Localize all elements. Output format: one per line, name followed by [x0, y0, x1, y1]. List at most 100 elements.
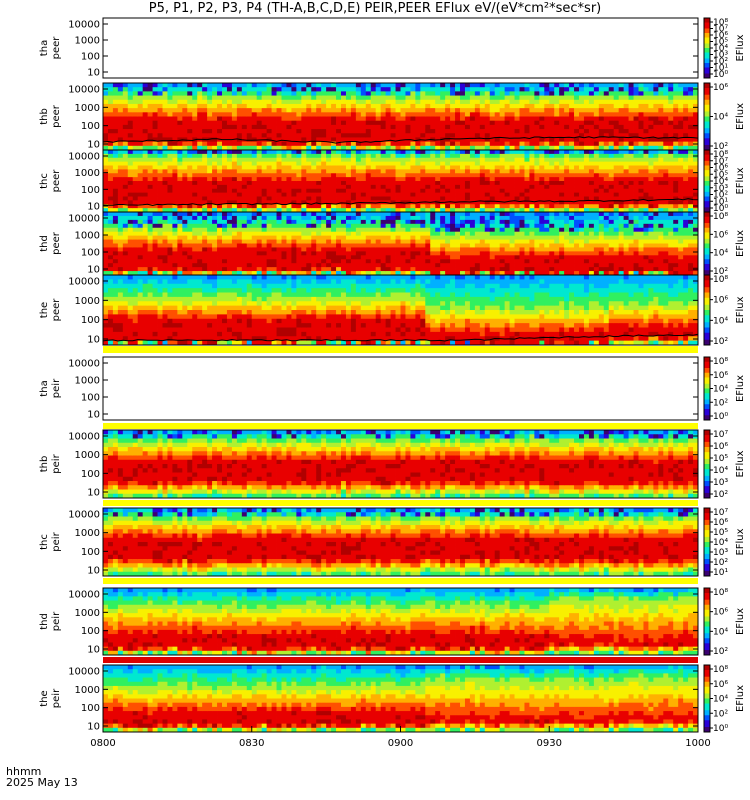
spectrogram-cell — [529, 137, 535, 143]
spectrogram-cell — [331, 112, 337, 117]
spectrogram-cell — [350, 231, 357, 237]
spectrogram-cell — [519, 108, 525, 113]
spectrogram-cell — [246, 263, 253, 268]
spectrogram-cell — [574, 173, 580, 178]
spectrogram-cell — [683, 150, 689, 155]
spectrogram-cell — [137, 259, 144, 264]
spectrogram-cell — [643, 196, 649, 201]
spectrogram-cell — [579, 208, 585, 213]
spectrogram-cell — [197, 200, 203, 205]
spectrogram-cell — [316, 196, 322, 201]
spectrogram-cell — [628, 165, 634, 170]
spectrogram-cell — [643, 120, 649, 126]
spectrogram-cell — [410, 196, 416, 201]
spectrogram-cell — [484, 165, 491, 170]
spectrogram-cell — [455, 120, 461, 126]
spectrogram-cell — [524, 184, 530, 190]
spectrogram-cell — [291, 255, 297, 260]
spectrogram-cell — [534, 103, 540, 109]
spectrogram-cell — [643, 181, 649, 186]
spectrogram-cell — [331, 259, 337, 264]
spectrogram-cell — [271, 192, 277, 197]
spectrogram-cell — [127, 112, 134, 117]
colorbar-cell — [704, 21, 710, 23]
spectrogram-cell — [177, 83, 183, 88]
spectrogram-cell — [345, 259, 352, 264]
spectrogram-cell — [276, 91, 282, 96]
spectrogram-cell — [157, 231, 163, 237]
spectrogram-cell — [261, 192, 268, 197]
spectrogram-cell — [281, 208, 287, 213]
spectrogram-cell — [484, 120, 491, 126]
spectrogram-cell — [142, 129, 149, 134]
spectrogram-cell — [598, 150, 605, 155]
spectrogram-cell — [375, 192, 382, 197]
spectrogram-cell — [321, 169, 327, 174]
spectrogram-cell — [385, 153, 391, 159]
spectrogram-cell — [222, 91, 228, 96]
spectrogram-cell — [400, 184, 406, 190]
spectrogram-cell — [276, 153, 282, 159]
colorbar-cell — [704, 70, 710, 73]
spectrogram-cell — [529, 103, 535, 109]
spectrogram-cell — [127, 177, 134, 182]
spectrogram-cell — [152, 120, 158, 126]
spectrogram-cell — [331, 227, 337, 233]
spectrogram-cell — [281, 173, 287, 178]
spectrogram-cell — [464, 188, 471, 194]
spectrogram-cell — [519, 200, 525, 205]
spectrogram-cell — [494, 184, 501, 190]
spectrogram-cell — [598, 204, 605, 209]
spectrogram-cell — [157, 212, 163, 217]
spectrogram-cell — [668, 129, 674, 134]
spectrogram-cell — [430, 165, 436, 170]
spectrogram-cell — [316, 251, 322, 256]
spectrogram-cell — [425, 112, 431, 117]
spectrogram-cell — [157, 91, 163, 96]
spectrogram-cell — [355, 188, 362, 194]
spectrogram-cell — [256, 239, 263, 244]
spectrogram-cell — [564, 153, 570, 159]
spectrogram-cell — [236, 267, 243, 272]
spectrogram-cell — [350, 169, 357, 174]
spectrogram-cell — [241, 219, 248, 225]
spectrogram-cell — [266, 200, 272, 205]
spectrogram-cell — [127, 271, 134, 276]
spectrogram-cell — [152, 243, 158, 248]
spectrogram-cell — [529, 208, 535, 213]
spectrogram-cell — [355, 145, 362, 151]
spectrogram-cell — [484, 184, 491, 190]
spectrogram-cell — [281, 91, 287, 96]
spectrogram-cell — [524, 153, 530, 159]
spectrogram-cell — [489, 169, 496, 174]
spectrogram-cell — [132, 204, 139, 209]
spectrogram-cell — [559, 95, 565, 101]
spectrogram-cell — [197, 83, 203, 88]
spectrogram-cell — [311, 184, 317, 190]
spectrogram-cell — [365, 153, 372, 159]
spectrogram-cell — [326, 192, 332, 197]
spectrogram-cell — [112, 137, 119, 143]
spectrogram-cell — [236, 124, 243, 130]
spectrogram-cell — [306, 116, 312, 122]
spectrogram-cell — [152, 91, 158, 96]
spectrogram-cell — [544, 133, 550, 138]
spectrogram-cell — [266, 219, 272, 225]
spectrogram-cell — [172, 161, 178, 166]
spectrogram-cell — [430, 169, 436, 174]
spectrogram-cell — [425, 188, 431, 194]
spectrogram-cell — [137, 247, 144, 252]
spectrogram-cell — [246, 95, 253, 101]
spectrogram-cell — [464, 157, 471, 163]
spectrogram-cell — [291, 169, 297, 174]
spectrogram-cell — [142, 243, 149, 248]
spectrogram-cell — [177, 124, 183, 130]
spectrogram-cell — [524, 177, 530, 182]
spectrogram-cell — [440, 208, 446, 213]
spectrogram-cell — [276, 259, 282, 264]
spectrogram-cell — [474, 192, 481, 197]
spectrogram-cell — [569, 120, 575, 126]
spectrogram-cell — [251, 165, 258, 170]
spectrogram-cell — [583, 208, 590, 213]
spectrogram-cell — [192, 141, 198, 147]
